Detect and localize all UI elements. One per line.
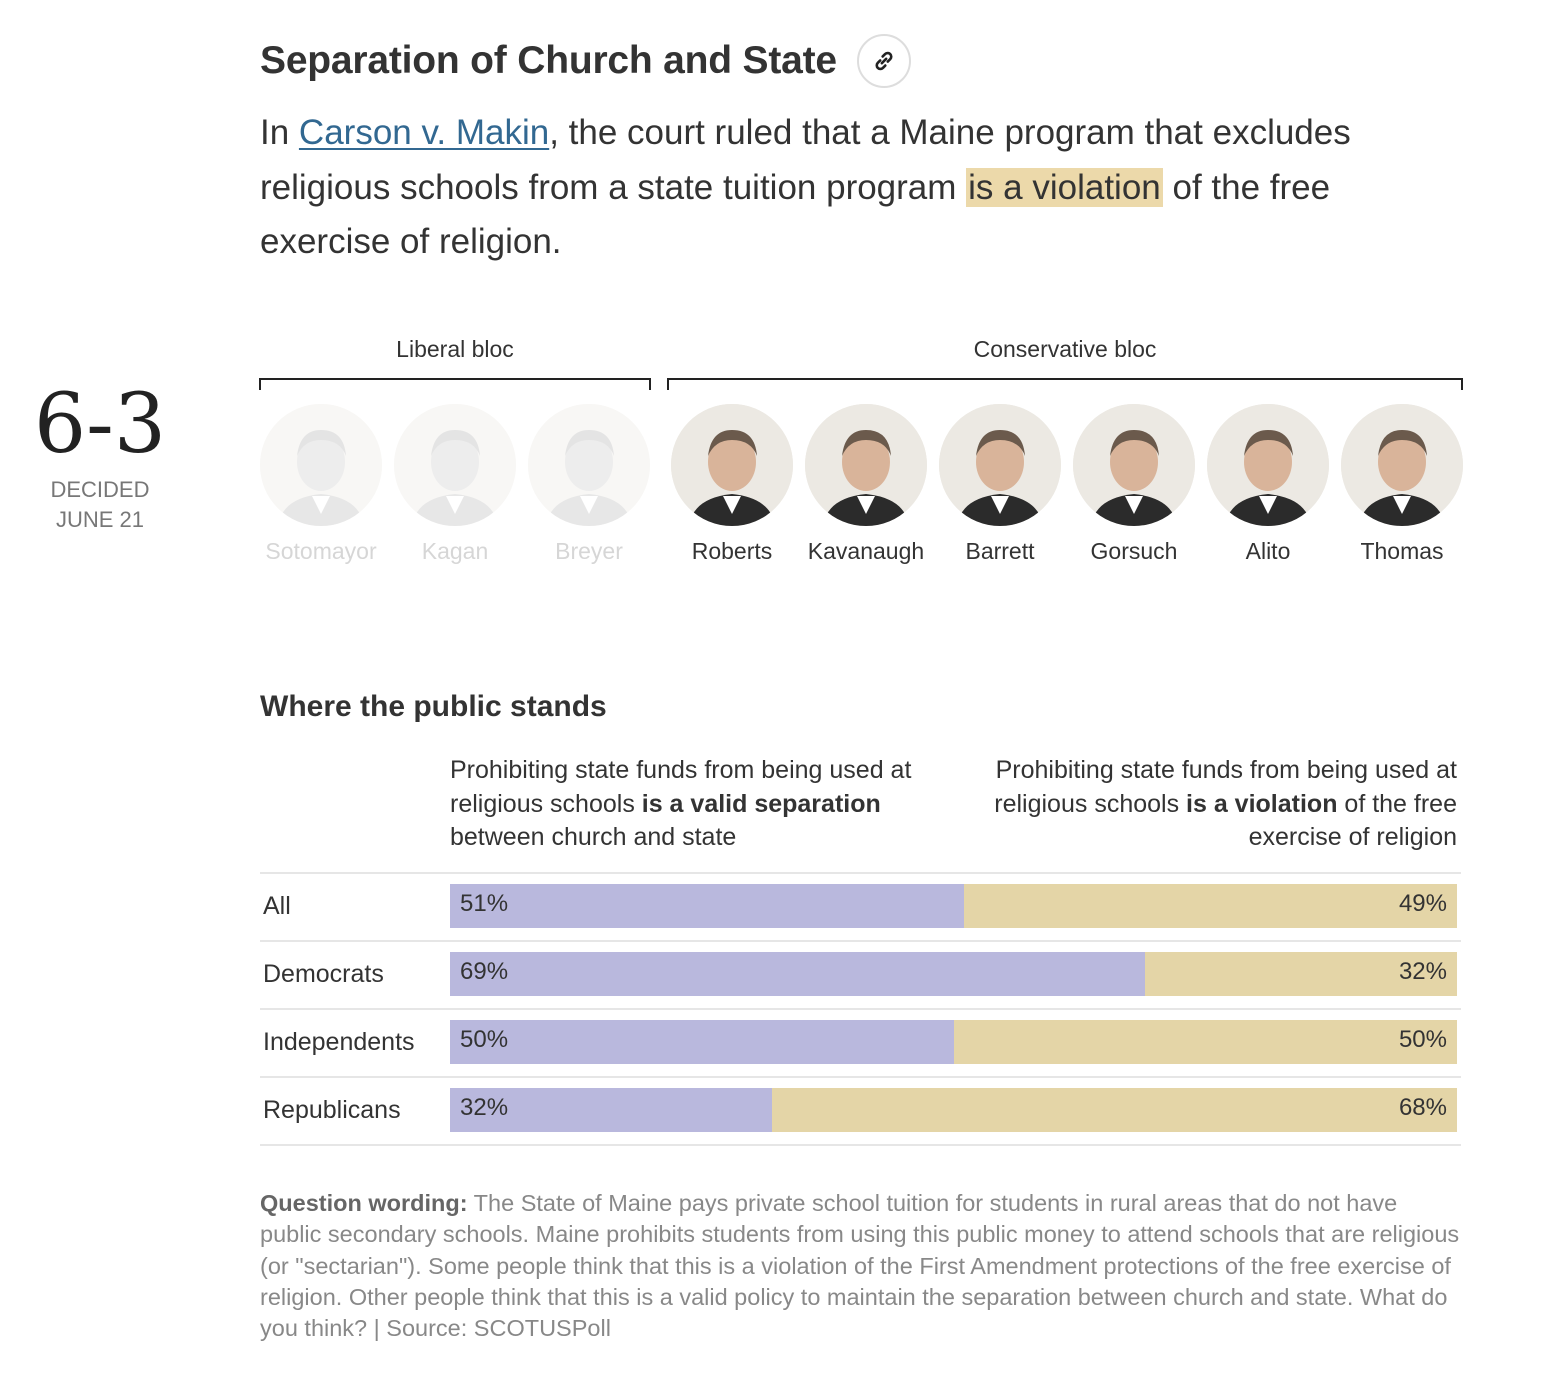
justice-gorsuch: Gorsuch (1073, 404, 1195, 565)
note-label: Question wording: (260, 1190, 468, 1216)
justice-sotomayor: Sotomayor (260, 404, 382, 565)
violation-value-label: 68% (1398, 1094, 1447, 1121)
violation-value-label: 32% (1398, 958, 1447, 985)
justice-portrait (939, 404, 1061, 526)
conservative-bloc-label: Conservative bloc (973, 336, 1157, 362)
link-icon (875, 51, 893, 71)
left-header-text-end: between church and state (450, 823, 737, 851)
decision-score: 6-3 DECIDED JUNE 21 (20, 375, 180, 535)
justice-name: Thomas (1360, 538, 1444, 564)
justice-name: Breyer (555, 538, 623, 564)
justice-portrait (394, 404, 516, 526)
page-title: Separation of Church and State (260, 39, 837, 82)
liberal-bloc-label: Liberal bloc (396, 336, 514, 362)
separation-value-label: 69% (460, 958, 509, 985)
ruling-highlight: is a violation (966, 167, 1163, 207)
justice-portrait (1341, 404, 1463, 526)
separation-value-label: 32% (460, 1094, 509, 1121)
justice-portrait (1073, 404, 1195, 526)
summary-text-after: of the free exercise of religion. (260, 167, 1331, 262)
justice-portrait (1207, 404, 1329, 526)
case-summary: In Carson v. Makin, the court ruled that… (260, 106, 1460, 270)
justice-barrett: Barrett (939, 404, 1061, 565)
table-row: Republicans 32% 68% (260, 1076, 1461, 1146)
justice-name: Kavanaugh (807, 538, 925, 564)
left-column-header: Prohibiting state funds from being used … (450, 754, 940, 855)
justice-portrait (671, 404, 793, 526)
note-text: The State of Maine pays private school t… (260, 1190, 1460, 1342)
row-label: Independents (263, 1028, 415, 1056)
left-header-text: Prohibiting state funds from being used … (450, 756, 912, 818)
separation-value-label: 50% (460, 1026, 509, 1053)
justice-roberts: Roberts (671, 404, 793, 565)
right-header-bold: is a violation (1186, 789, 1338, 818)
justice-kagan: Kagan (394, 404, 516, 565)
portrait-icon (528, 404, 650, 526)
decision-date: JUNE 21 (55, 507, 145, 532)
portrait-icon (394, 404, 516, 526)
right-header-text-end: of the free exercise of religion (1248, 789, 1457, 852)
justice-name: Kagan (421, 538, 489, 564)
violation-value-label: 49% (1398, 890, 1447, 917)
portrait-icon (1341, 404, 1463, 526)
right-column-header: Prohibiting state funds from being used … (980, 754, 1457, 855)
question-wording-note: Question wording: The State of Maine pay… (260, 1188, 1460, 1344)
summary-text-before: In (260, 113, 299, 152)
bar-separation-segment (450, 1020, 954, 1064)
justice-name: Sotomayor (265, 538, 377, 564)
justice-portrait (805, 404, 927, 526)
justice-thomas: Thomas (1341, 404, 1463, 565)
portrait-icon (805, 404, 927, 526)
public-section-title: Where the public stands (260, 690, 607, 723)
separation-value-label: 51% (460, 890, 509, 917)
decision-status: DECIDED (50, 477, 150, 502)
bar-separation-segment (450, 884, 964, 928)
justice-name: Gorsuch (1090, 538, 1178, 564)
table-row: All 51% 49% (260, 872, 1461, 940)
table-row: Independents 50% 50% (260, 1008, 1461, 1076)
row-label: Republicans (263, 1096, 401, 1124)
row-label: Democrats (263, 960, 384, 988)
justice-name: Roberts (691, 538, 773, 564)
bar-separation-segment (450, 952, 1145, 996)
portrait-icon (1073, 404, 1195, 526)
bar-violation-segment: 50% 50% (450, 1020, 1457, 1064)
case-link[interactable]: Carson v. Makin (298, 113, 550, 152)
portrait-icon (260, 404, 382, 526)
left-header-bold: is a valid separation (641, 789, 881, 818)
justice-kavanaugh: Kavanaugh (805, 404, 927, 565)
bar-violation-segment: 32% 68% (450, 1088, 1457, 1132)
poll-chart: All 51% 49% Democrats 69% 32% Independents 50% 5… (260, 872, 1461, 1146)
portrait-icon (1207, 404, 1329, 526)
title-row: Separation of Church and State (260, 30, 911, 92)
bar-violation-segment: 51% 49% (450, 884, 1457, 928)
right-header-text: Prohibiting state funds from being used … (994, 756, 1457, 818)
justice-portrait (260, 404, 382, 526)
justice-breyer: Breyer (528, 404, 650, 565)
justice-name: Barrett (965, 538, 1035, 564)
row-label: All (263, 892, 291, 920)
table-row: Democrats 69% 32% (260, 940, 1461, 1008)
conservative-bloc-bracket (667, 378, 1463, 390)
justice-portrait (528, 404, 650, 526)
violation-value-label: 50% (1398, 1026, 1447, 1053)
link-button[interactable] (856, 34, 911, 88)
liberal-bloc-bracket (259, 378, 651, 390)
justice-name: Alito (1245, 538, 1291, 564)
bar-violation-segment: 69% 32% (450, 952, 1457, 996)
portrait-icon (939, 404, 1061, 526)
justice-alito: Alito (1207, 404, 1329, 565)
vote-count: 6-3 (33, 377, 167, 472)
portrait-icon (671, 404, 793, 526)
summary-text-middle: , the court ruled that a Maine program t… (260, 113, 1351, 207)
bar-separation-segment (450, 1088, 772, 1132)
